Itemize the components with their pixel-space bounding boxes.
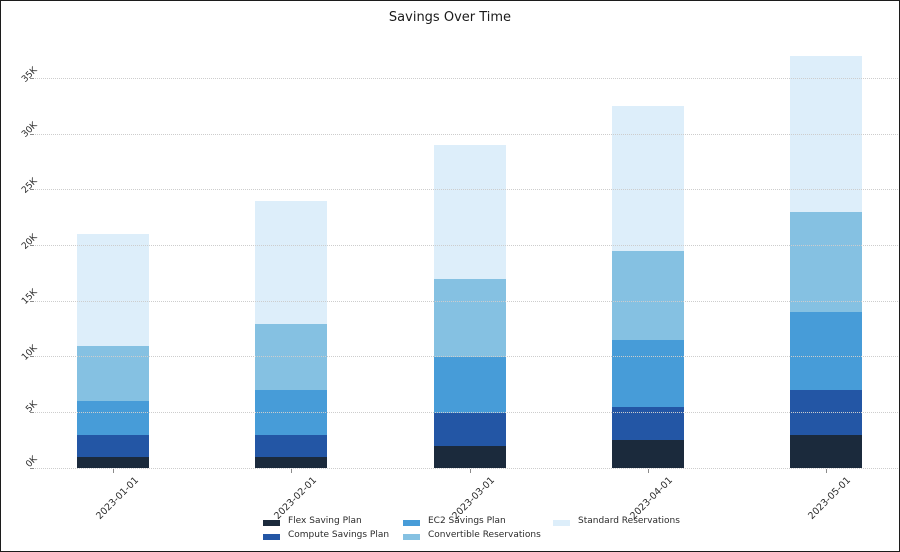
legend-label: Convertible Reservations bbox=[428, 530, 541, 540]
y-axis-tick-label: 5K bbox=[24, 399, 40, 415]
bar-segment bbox=[77, 401, 150, 435]
legend-swatch bbox=[403, 534, 420, 540]
gridline bbox=[35, 189, 898, 191]
x-axis-tick bbox=[291, 469, 293, 474]
gridline bbox=[35, 412, 898, 414]
legend-swatch bbox=[403, 520, 420, 526]
y-axis-tick-label: 20K bbox=[20, 232, 40, 252]
gridline bbox=[35, 78, 898, 80]
gridline bbox=[35, 356, 898, 358]
legend-swatch bbox=[263, 534, 280, 540]
x-axis-tick bbox=[113, 469, 115, 474]
bar-segment bbox=[77, 345, 150, 402]
chart-title: Savings Over Time bbox=[388, 10, 512, 25]
bar-segment bbox=[433, 279, 506, 357]
gridline bbox=[35, 245, 898, 247]
bar-segment bbox=[77, 234, 150, 346]
y-axis-tick-label: 30K bbox=[20, 120, 40, 141]
bar-segment bbox=[77, 434, 150, 458]
y-axis-tick-label: 15K bbox=[20, 287, 40, 308]
y-axis-tick bbox=[30, 78, 34, 80]
y-axis-tick-label: 25K bbox=[20, 176, 40, 196]
y-axis-tick-label: 10K bbox=[20, 343, 40, 363]
legend-label: EC2 Savings Plan bbox=[428, 516, 506, 526]
bar-segment bbox=[433, 356, 506, 413]
y-axis-tick bbox=[30, 412, 34, 414]
y-axis-tick bbox=[30, 356, 34, 358]
legend-label: Flex Saving Plan bbox=[288, 516, 362, 526]
legend-label: Compute Savings Plan bbox=[288, 530, 390, 540]
y-axis-tick bbox=[30, 133, 34, 135]
y-axis-tick bbox=[30, 189, 34, 191]
bar-segment bbox=[255, 457, 328, 469]
gridline bbox=[35, 467, 898, 469]
y-axis-tick-label: 35K bbox=[20, 65, 40, 85]
x-axis-tick bbox=[469, 469, 471, 474]
legend-swatch bbox=[553, 520, 570, 526]
x-axis-tick bbox=[647, 469, 649, 474]
bar-segment bbox=[611, 440, 684, 469]
bar-segment bbox=[789, 212, 862, 313]
legend-swatch bbox=[263, 520, 280, 526]
y-axis-tick-label: 0K bbox=[24, 454, 40, 471]
bar-segment bbox=[789, 312, 862, 391]
bar-segment bbox=[255, 201, 328, 324]
bar-segment bbox=[611, 340, 684, 408]
bar-segment bbox=[77, 457, 150, 469]
gridline bbox=[35, 300, 898, 302]
y-axis-tick bbox=[30, 245, 34, 247]
gridline bbox=[35, 133, 898, 135]
bar-segment bbox=[611, 251, 684, 341]
x-axis-tick-label: 2023-05-01 bbox=[806, 475, 854, 523]
x-axis-tick bbox=[825, 469, 827, 474]
bar-segment bbox=[789, 434, 862, 469]
bar-segment bbox=[433, 412, 506, 447]
x-axis-tick-label: 2023-01-01 bbox=[94, 475, 142, 523]
bar-segment bbox=[433, 446, 506, 469]
y-axis-tick bbox=[30, 300, 34, 302]
bar-segment bbox=[611, 106, 684, 252]
legend-label: Standard Reservations bbox=[578, 516, 680, 526]
y-axis-tick bbox=[30, 467, 34, 469]
bar-segment bbox=[433, 145, 506, 279]
bar-segment bbox=[255, 434, 328, 458]
